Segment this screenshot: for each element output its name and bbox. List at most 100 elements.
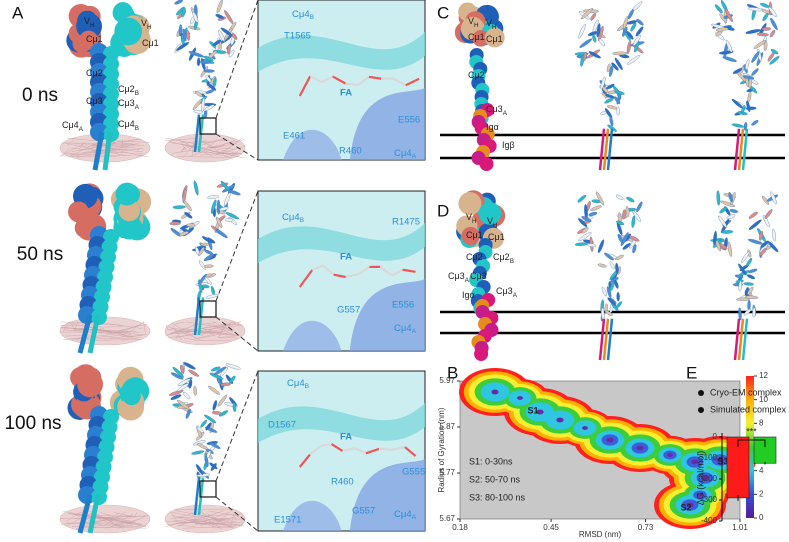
lipid [120, 328, 136, 337]
ribbon [760, 3, 770, 8]
ribbon [622, 16, 629, 30]
ribbon [759, 230, 764, 241]
panel-label: E [686, 363, 697, 382]
label-main: Cμ4 [282, 212, 300, 223]
ligand [298, 269, 314, 288]
ribbon [746, 274, 756, 280]
domain-label: Igβ [502, 140, 515, 150]
ribbon [720, 200, 736, 207]
ribbon [751, 68, 759, 76]
surface [69, 201, 89, 221]
ribbon [177, 399, 190, 410]
ribbon [752, 307, 756, 318]
lipid [117, 149, 144, 152]
ribbon [203, 253, 214, 262]
lipid [171, 513, 177, 521]
ribbon [182, 188, 187, 204]
label-sub: A [412, 514, 417, 521]
domain-label: Cμ4B [118, 119, 139, 132]
ligand [332, 75, 347, 85]
lipid [139, 155, 150, 158]
ribbon [595, 191, 605, 206]
helix [102, 131, 113, 171]
helix [87, 494, 101, 534]
ribbon [770, 191, 777, 205]
label-sub: B [135, 125, 139, 132]
ribbon [228, 49, 235, 58]
ribbon [745, 106, 757, 110]
lipid [197, 333, 219, 339]
ribbon [195, 464, 204, 475]
ribbon [612, 51, 628, 56]
ribbon [205, 422, 212, 431]
ribbon [204, 414, 217, 424]
zoom-guide [215, 0, 259, 119]
lipid [121, 148, 129, 151]
lipid [200, 328, 227, 335]
y-tick-label: -400 [701, 516, 718, 525]
label-main: V [141, 18, 147, 28]
ribbon [738, 307, 742, 321]
label-main: V [466, 212, 472, 222]
label-main: Cμ4 [292, 9, 310, 20]
ribbon [178, 24, 183, 37]
ribbon [725, 8, 733, 23]
domain-label: VH [84, 16, 95, 29]
contour-level [701, 475, 709, 481]
ribbon [198, 246, 205, 257]
ribbon [209, 442, 221, 449]
label-main: Cμ2 [493, 252, 510, 262]
lipid [181, 139, 229, 143]
x-axis-label: RMSD (nm) [579, 530, 622, 539]
ribbon [219, 206, 229, 211]
ribbon [200, 419, 208, 428]
ligand [298, 453, 311, 468]
ribbon [622, 243, 631, 250]
ribbon [216, 0, 223, 14]
lipid [212, 324, 236, 336]
ribbon [625, 206, 630, 217]
lipid [64, 334, 93, 337]
label-sub: H [147, 24, 152, 31]
ribbon [204, 276, 212, 285]
label-sub: B [310, 14, 315, 21]
residue-label: T1565 [284, 31, 311, 42]
surface [117, 214, 143, 240]
lipid [143, 321, 146, 335]
ligand [298, 75, 312, 97]
time-label: 100 ns [4, 413, 61, 434]
ribbon [601, 286, 607, 297]
domain-label: Cμ2 [468, 70, 485, 80]
lipid [92, 339, 127, 341]
lipid [217, 337, 238, 339]
ribbon [188, 369, 199, 377]
helix [741, 128, 749, 171]
surface [458, 192, 482, 216]
ribbon [169, 389, 184, 396]
ribbon [229, 375, 236, 384]
ribbon [747, 91, 752, 103]
helix [606, 318, 614, 361]
lipid [93, 516, 144, 526]
ligand [330, 443, 344, 452]
residue-label: Cμ4A [394, 323, 417, 336]
ribbon [210, 199, 217, 214]
ribbon [207, 195, 220, 199]
ribbon [577, 194, 587, 203]
ribbon [605, 310, 613, 316]
colorbar-tick-label: 4 [759, 466, 764, 475]
ligand [345, 272, 360, 279]
surface [76, 13, 103, 40]
ribbon [227, 43, 231, 55]
lipid [60, 516, 145, 520]
ribbon [227, 189, 241, 196]
lipid [200, 523, 220, 526]
ribbon [714, 4, 723, 14]
ribbon [742, 75, 755, 80]
domain-label: Cμ1 [468, 32, 485, 42]
ribbon [204, 250, 213, 255]
ribbon [224, 10, 234, 24]
lipid [177, 156, 230, 158]
domain-label: Cμ1 [486, 34, 503, 44]
lipid [191, 510, 225, 522]
